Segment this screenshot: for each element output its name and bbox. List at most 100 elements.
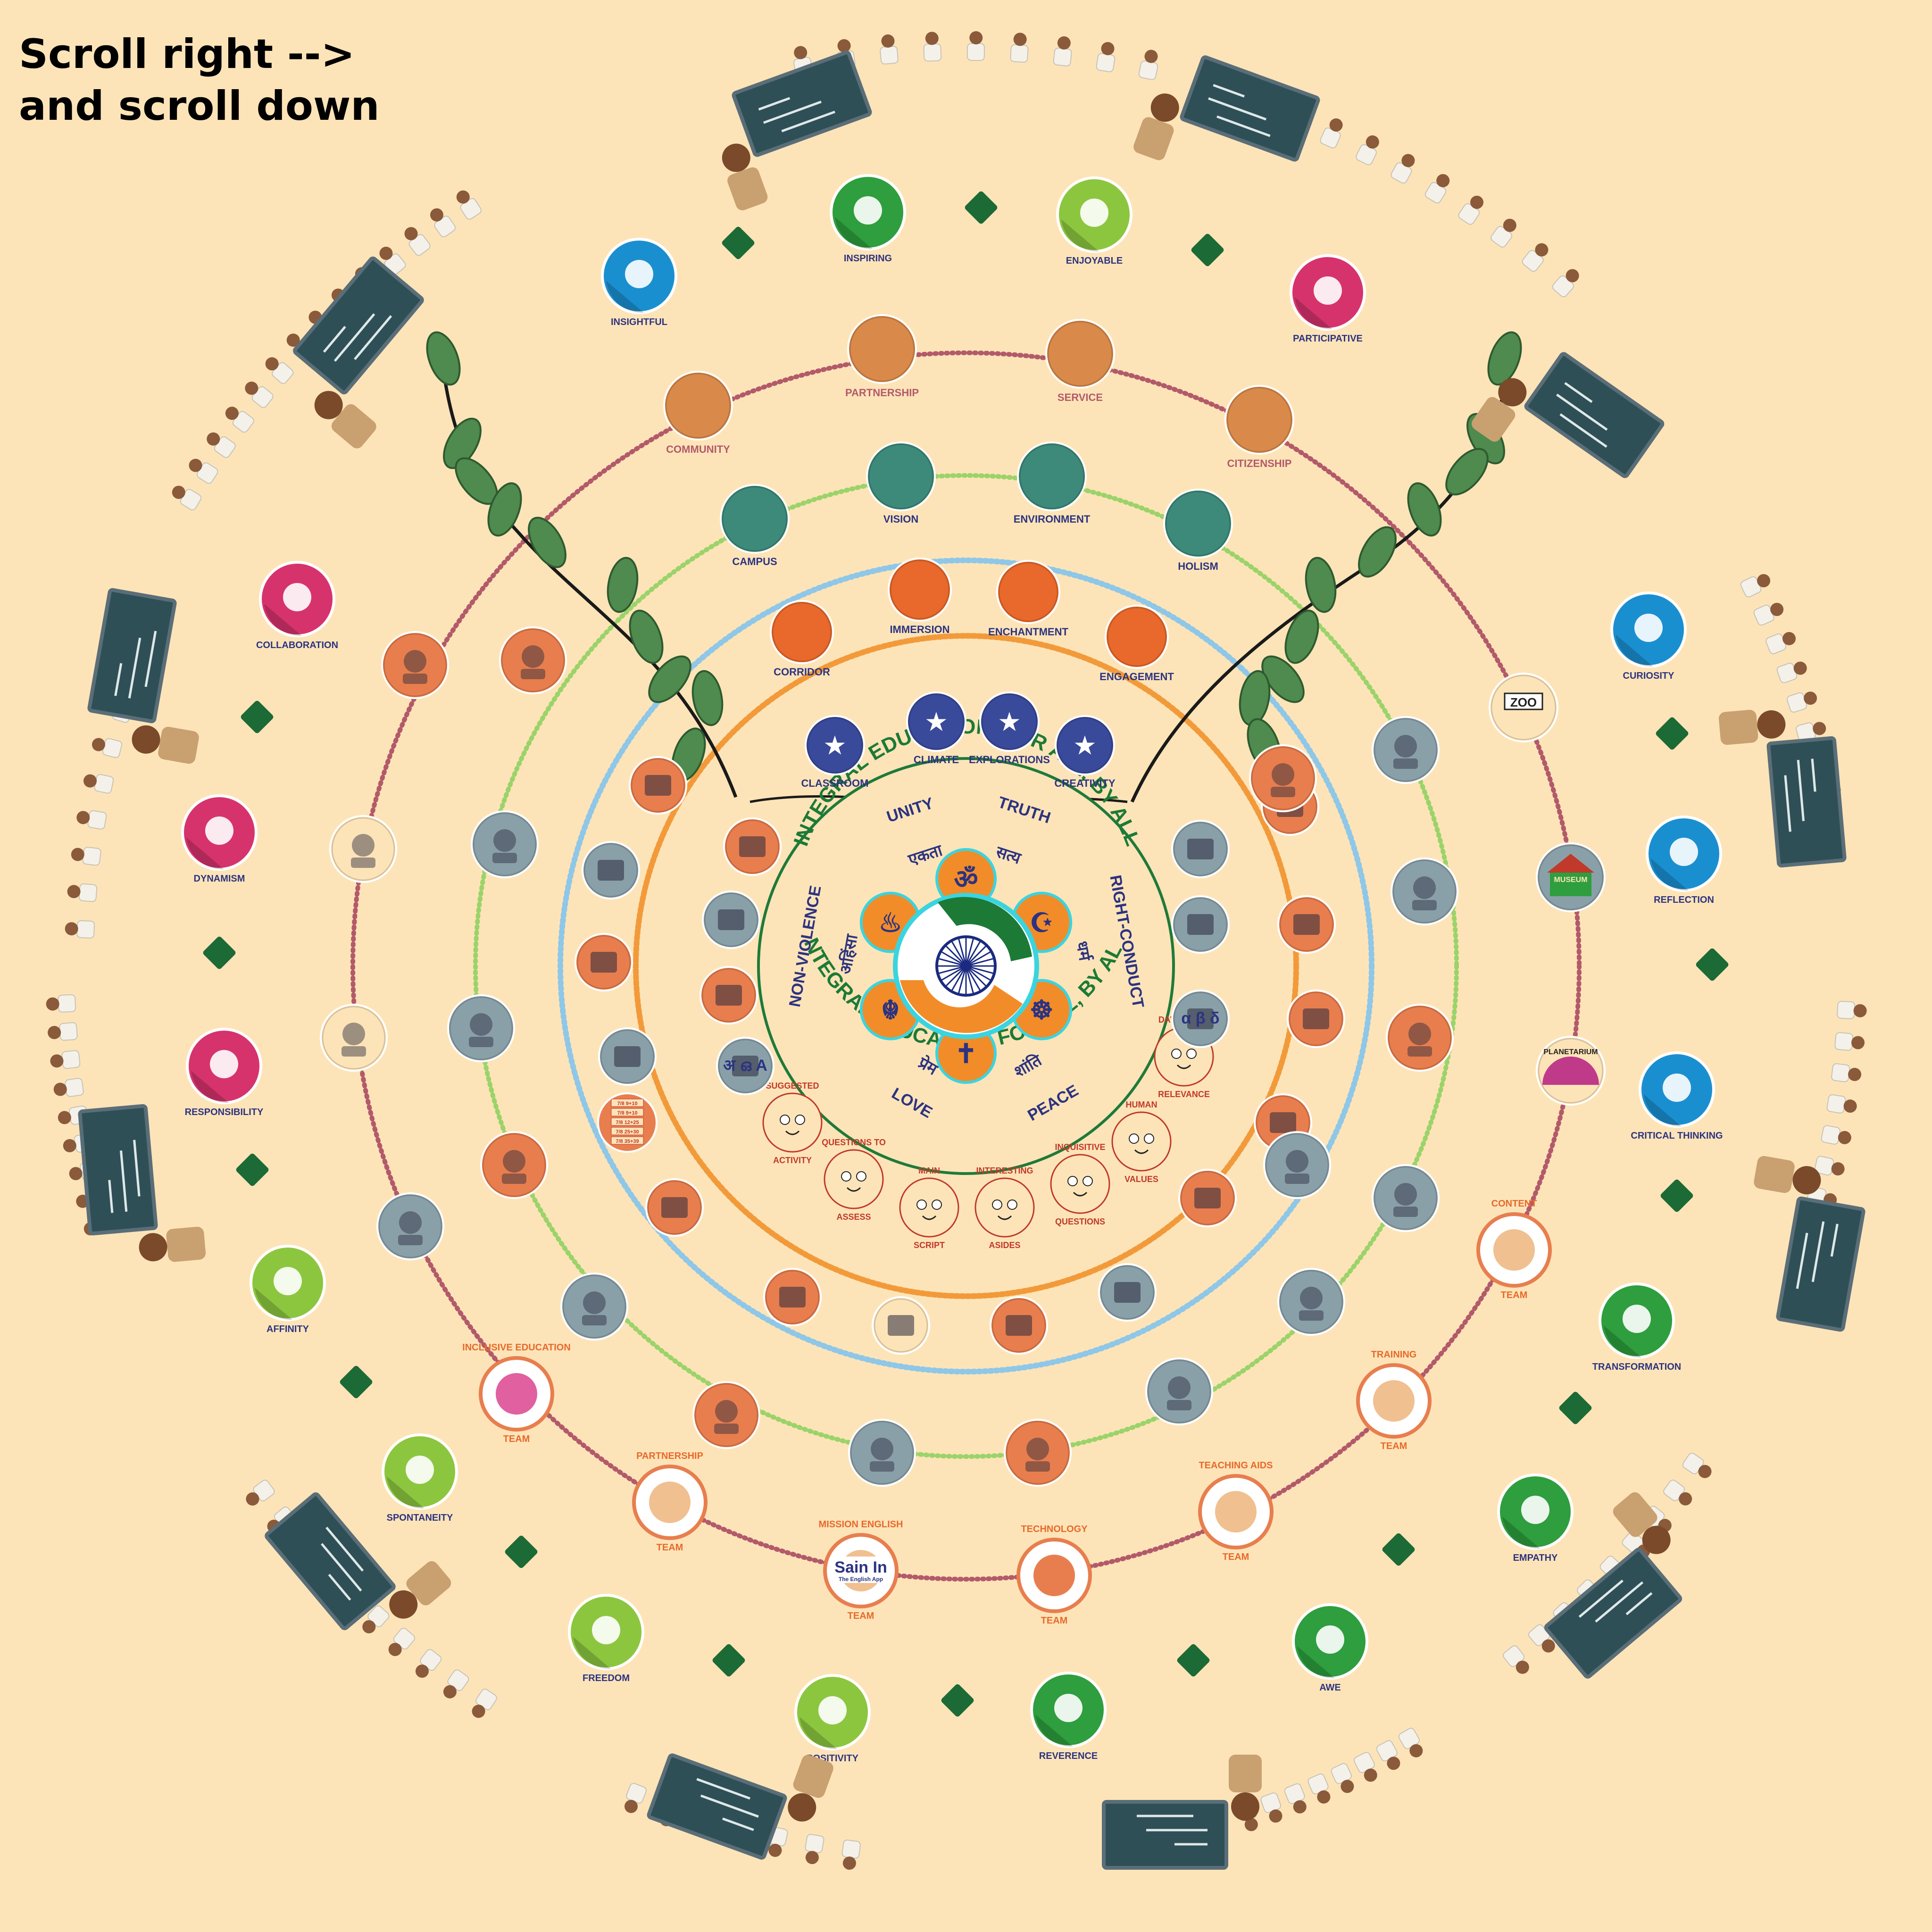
petal-symbol: ♨ <box>879 908 902 938</box>
petal-symbol: ✝ <box>955 1039 977 1068</box>
teacher-blackboard <box>78 1104 206 1262</box>
petal-symbol: ☬ <box>881 995 900 1025</box>
student <box>415 1649 442 1678</box>
student <box>1786 691 1817 713</box>
leaf <box>1261 655 1305 703</box>
student <box>841 1840 861 1870</box>
value-badge-label: COLLABORATION <box>256 640 338 650</box>
museum-icon: MUSEUM <box>1536 842 1606 912</box>
node-label: CREATIVITY <box>1054 777 1115 789</box>
middle-icon-19 <box>1249 744 1317 812</box>
green-swirl <box>938 897 1032 961</box>
orange-corridor: CORRIDOR <box>770 600 834 678</box>
student <box>1503 1645 1529 1674</box>
student <box>1284 1783 1307 1814</box>
student <box>472 1689 497 1718</box>
fraction-step: 7/8 25+30 <box>616 1129 639 1135</box>
value-hindi: धर्म <box>1073 940 1095 963</box>
node-label: ENCHANTMENT <box>988 626 1068 638</box>
red-community: COMMUNITY <box>663 371 733 455</box>
green-diamond <box>965 191 998 224</box>
inner-icon-3 <box>716 1037 774 1095</box>
student <box>388 1627 416 1657</box>
green-diamond <box>1656 717 1689 750</box>
leaf <box>648 655 691 703</box>
teacher-blackboard <box>1472 352 1665 478</box>
team-5: PARTNERSHIP TEAM <box>632 1451 708 1553</box>
inner-classroom-glyph: ★ <box>824 732 845 758</box>
green-holism: HOLISM <box>1163 489 1233 572</box>
value-badge-label: CRITICAL THINKING <box>1631 1131 1723 1141</box>
mascot-4: MAIN SCRIPT <box>899 1166 959 1250</box>
team-bottom: TEAM <box>848 1611 874 1621</box>
leaf <box>1407 482 1442 537</box>
leaf <box>443 417 482 469</box>
petal-symbol: ☸ <box>1030 995 1053 1025</box>
student <box>1682 1452 1712 1478</box>
student <box>245 382 274 408</box>
mascot-bottom: SCRIPT <box>914 1241 945 1250</box>
mascot-top: MAIN <box>918 1166 940 1175</box>
leaf <box>629 609 664 664</box>
middle-icon-13 <box>1372 716 1440 784</box>
team-top: INCLUSIVE EDUCATION <box>462 1342 571 1353</box>
mascot-bottom: ACTIVITY <box>773 1156 812 1165</box>
red-partnership: PARTNERSHIP <box>845 314 919 399</box>
student <box>404 227 431 256</box>
mascot-top: INQUISITIVE <box>1055 1142 1105 1152</box>
student <box>1307 1774 1331 1804</box>
student <box>1837 1000 1867 1019</box>
mascot-1: HUMAN VALUES <box>1111 1100 1172 1184</box>
mascot-bottom: QUESTIONS <box>1055 1217 1105 1226</box>
mascot-5: QUESTIONS TO ASSESS <box>822 1138 886 1222</box>
green-diamond <box>203 936 236 969</box>
student <box>456 190 482 220</box>
student <box>1376 1740 1400 1770</box>
concentric-rings <box>350 350 1582 1582</box>
student <box>1821 1125 1851 1145</box>
student <box>1260 1792 1282 1823</box>
team-6: INCLUSIVE EDUCATION TEAM <box>462 1342 571 1444</box>
middle-icon-2 <box>447 994 515 1062</box>
value-badge-positivity: POSITIVITY <box>794 1674 871 1764</box>
zoo-label: ZOO <box>1510 695 1537 709</box>
leaf <box>1305 557 1337 613</box>
middle-icon-6 <box>848 1419 916 1487</box>
fraction-step: 7/8 35+39 <box>616 1139 639 1144</box>
mascot-top: QUESTIONS TO <box>822 1138 886 1147</box>
greek-glyphs: α β δ <box>1181 1009 1219 1027</box>
value-badge-responsibility: RESPONSIBILITY <box>185 1028 264 1117</box>
inner-icon-15 <box>1287 990 1345 1048</box>
inner-icon-20 <box>1171 990 1230 1048</box>
leaf <box>1445 448 1489 496</box>
teacher-blackboard <box>1133 55 1320 162</box>
scroll-hint: Scroll right --> and scroll down <box>19 28 380 132</box>
green-diamond <box>1191 233 1224 266</box>
student <box>1834 1032 1865 1051</box>
student <box>362 1605 390 1633</box>
petal-symbol: ☪ <box>1030 908 1053 938</box>
middle-icon-11 <box>1386 1004 1454 1072</box>
student <box>48 1022 78 1041</box>
middle-icon-14 <box>1263 1131 1331 1199</box>
node-label: COMMUNITY <box>666 443 730 455</box>
leaf <box>1284 609 1319 664</box>
green-vision: VISION <box>866 441 936 525</box>
value-badge-insightful: INSIGHTFUL <box>601 238 677 327</box>
orange-engagement: ENGAGEMENT <box>1099 605 1174 683</box>
value-badge-collaboration: COLLABORATION <box>256 561 338 650</box>
alphabet-glyphs: अ ഒ A <box>723 1057 767 1074</box>
middle-icon-7 <box>1004 1419 1072 1487</box>
team-2: TEACHING AIDS TEAM <box>1198 1460 1274 1562</box>
value-badge-label: AFFINITY <box>266 1324 309 1334</box>
mascot-3: INTERESTING ASIDES <box>974 1166 1035 1250</box>
green-diamond <box>1177 1644 1210 1677</box>
student <box>46 994 76 1013</box>
student <box>966 31 985 61</box>
node-label: VISION <box>883 513 919 525</box>
fraction-step: 7/8 9+10 <box>617 1110 637 1116</box>
inner-icon-13 <box>1178 1169 1237 1227</box>
red-citizenship: CITIZENSHIP <box>1224 385 1294 469</box>
